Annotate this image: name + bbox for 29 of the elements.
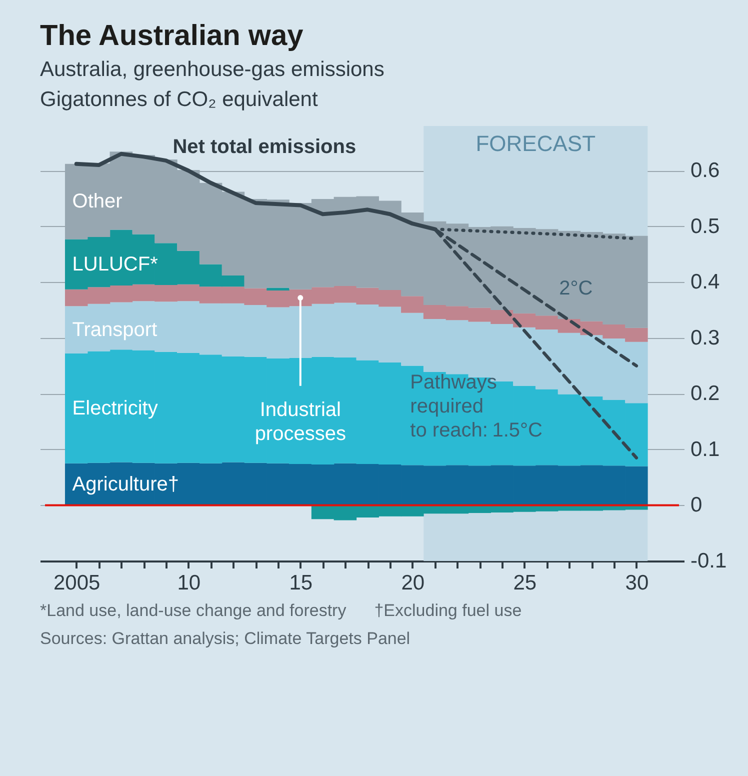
- y-tick-label: 0.4: [690, 270, 720, 294]
- x-tick-label: 30: [625, 572, 649, 594]
- series-label: 2°C: [559, 278, 593, 300]
- series-label: Net total emissions: [172, 136, 356, 158]
- text: †Excluding fuel use: [374, 601, 522, 620]
- source-note: Sources: Grattan analysis; Climate Targets Panel: [40, 629, 410, 648]
- y-tick-label: 0.2: [690, 382, 720, 406]
- y-tick-label: 0.1: [690, 438, 720, 461]
- y-tick-label: 0.3: [690, 326, 720, 350]
- x-tick-label: 25: [513, 572, 537, 594]
- band-label: FORECAST: [476, 131, 596, 156]
- x-tick-label: 10: [177, 572, 201, 594]
- chart-title: The Australian way: [40, 20, 304, 52]
- x-tick-label: 20: [401, 572, 425, 594]
- x-tick-label: 2005: [54, 572, 100, 594]
- text: *Land use, land-use change and forestry: [40, 601, 346, 620]
- series-label: LULUCF*: [72, 253, 158, 276]
- y-tick-label: 0: [690, 494, 702, 517]
- text: Industrial processes: [254, 398, 346, 445]
- x-tick-label: 15: [289, 572, 313, 594]
- series-label: Electricity: [72, 397, 158, 420]
- chart-subtitle: Australia, greenhouse-gas emissions: [40, 58, 384, 81]
- series-label: Agriculture†: [72, 473, 179, 496]
- y-axis-title: Gigatonnes of CO₂ equivalent: [40, 88, 318, 111]
- series-label: Other: [72, 190, 123, 213]
- series-label: Transport: [72, 318, 158, 341]
- y-tick-label: -0.1: [690, 550, 727, 572]
- y-tick-label: 0.6: [690, 159, 720, 182]
- y-tick-label: 0.5: [690, 214, 720, 238]
